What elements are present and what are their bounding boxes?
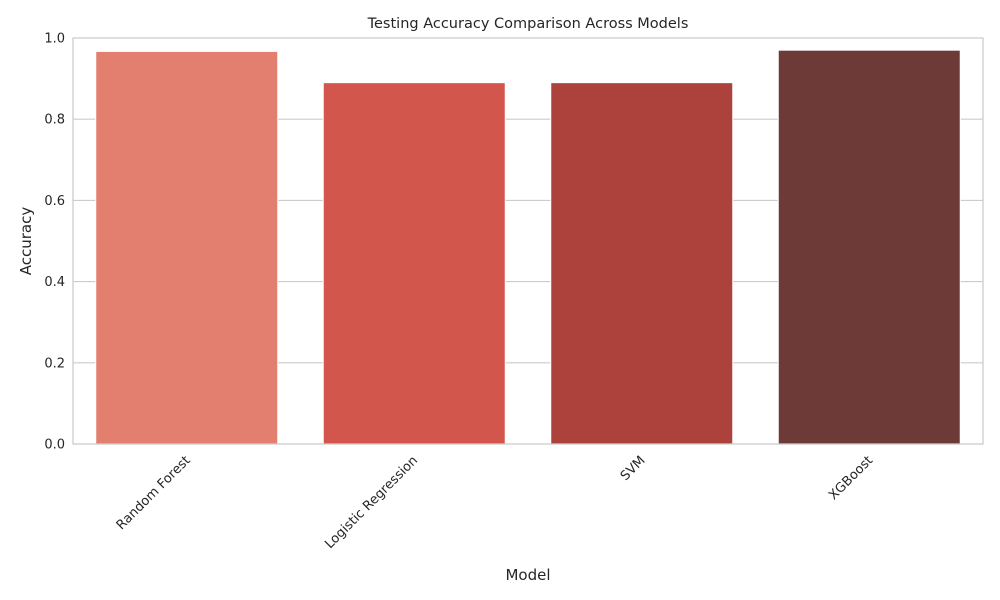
bar-svm: [550, 82, 734, 445]
y-tick-label: 0.6: [44, 194, 65, 209]
bar-random-forest: [95, 50, 279, 445]
bar-logistic-regression: [322, 82, 506, 445]
axes-frame: [72, 37, 984, 445]
y-tick-labels: 0.0 0.2 0.4 0.6 0.8 1.0: [44, 32, 65, 453]
bar-xgboost: [777, 49, 961, 445]
chart-title: Testing Accuracy Comparison Across Model…: [367, 16, 689, 32]
y-tick-label: 1.0: [44, 32, 65, 47]
y-tick-label: 0.8: [44, 113, 65, 128]
bars: [95, 49, 961, 445]
y-tick-label: 0.2: [44, 356, 65, 371]
y-tick-label: 0.0: [44, 438, 65, 453]
x-tick-label: Random Forest: [114, 453, 194, 533]
x-tick-labels: Random Forest Logistic Regression SVM XGBoo…: [114, 453, 876, 552]
x-axis-label: Model: [505, 566, 550, 584]
x-tick-label: SVM: [618, 453, 649, 484]
axes-spines: [72, 37, 984, 445]
y-axis-label: Accuracy: [17, 207, 35, 276]
x-tick-label: XGBoost: [826, 453, 876, 503]
y-tick-label: 0.4: [44, 275, 65, 290]
x-tick-label: Logistic Regression: [322, 453, 421, 552]
